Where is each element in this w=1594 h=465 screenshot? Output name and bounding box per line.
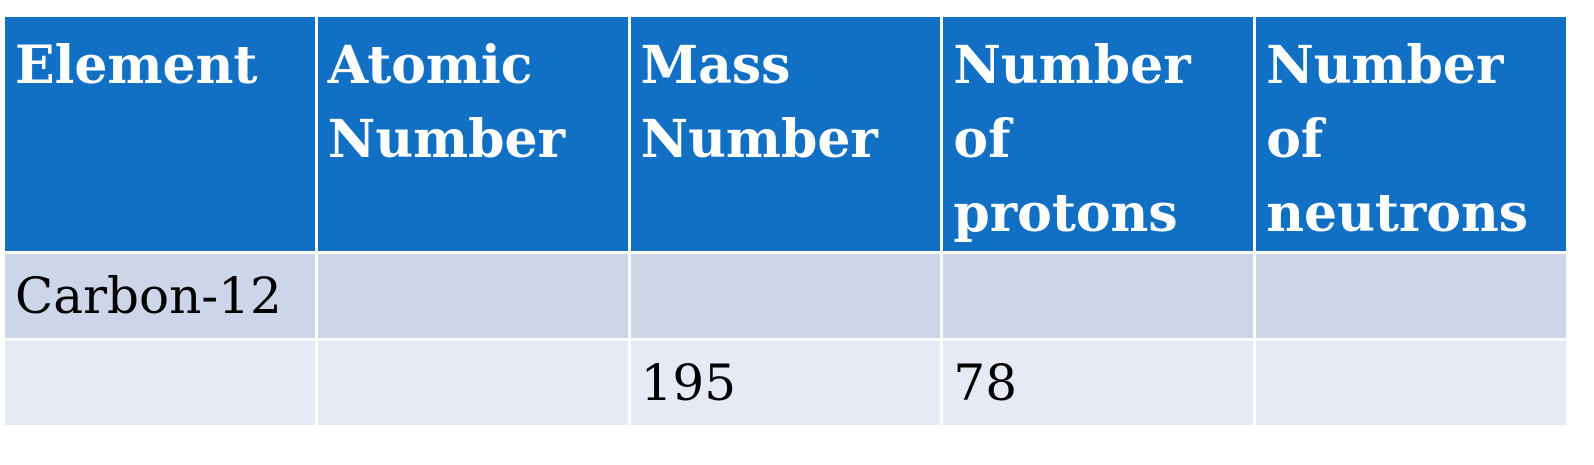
table-row: Carbon-12 [2,251,1569,341]
header-row: Element Atomic Number Mass Number Number… [2,14,1569,254]
table-cell-mass-number: 195 [627,338,944,428]
element-table-container: Element Atomic Number Mass Number Number… [2,14,1569,428]
table-cell-atomic-number [314,338,631,428]
table-cell-element: Carbon-12 [2,251,318,341]
header-mass-number: Mass Number [627,14,944,254]
table-cell-protons [940,251,1257,341]
table-cell-mass-number [627,251,944,341]
table-cell-atomic-number [314,251,631,341]
table-row: 195 78 [2,338,1569,428]
header-mass-number-line-1: Mass [640,35,791,96]
header-number-of-protons: Number of protons [940,14,1257,254]
header-atomic-number: Atomic Number [314,14,631,254]
header-mass-number-line-2: Number [640,109,878,170]
header-element-line-1: Element [15,35,258,96]
table-cell-protons: 78 [940,338,1257,428]
header-element: Element [2,14,318,254]
table-cell-neutrons [1253,338,1569,428]
header-atomic-number-line-2: Number [327,109,565,170]
header-number-of-protons-line-3: protons [953,183,1178,244]
header-atomic-number-line-1: Atomic [327,35,533,96]
header-number-of-protons-line-1: Number [953,35,1191,96]
header-number-of-neutrons-line-3: neutrons [1266,183,1529,244]
header-number-of-neutrons-line-2: of [1266,109,1324,170]
table-cell-neutrons [1253,251,1569,341]
element-table: Element Atomic Number Mass Number Number… [2,14,1569,428]
table-cell-element [2,338,318,428]
header-number-of-neutrons-line-1: Number [1266,35,1504,96]
header-number-of-neutrons: Number of neutrons [1253,14,1569,254]
header-number-of-protons-line-2: of [953,109,1011,170]
